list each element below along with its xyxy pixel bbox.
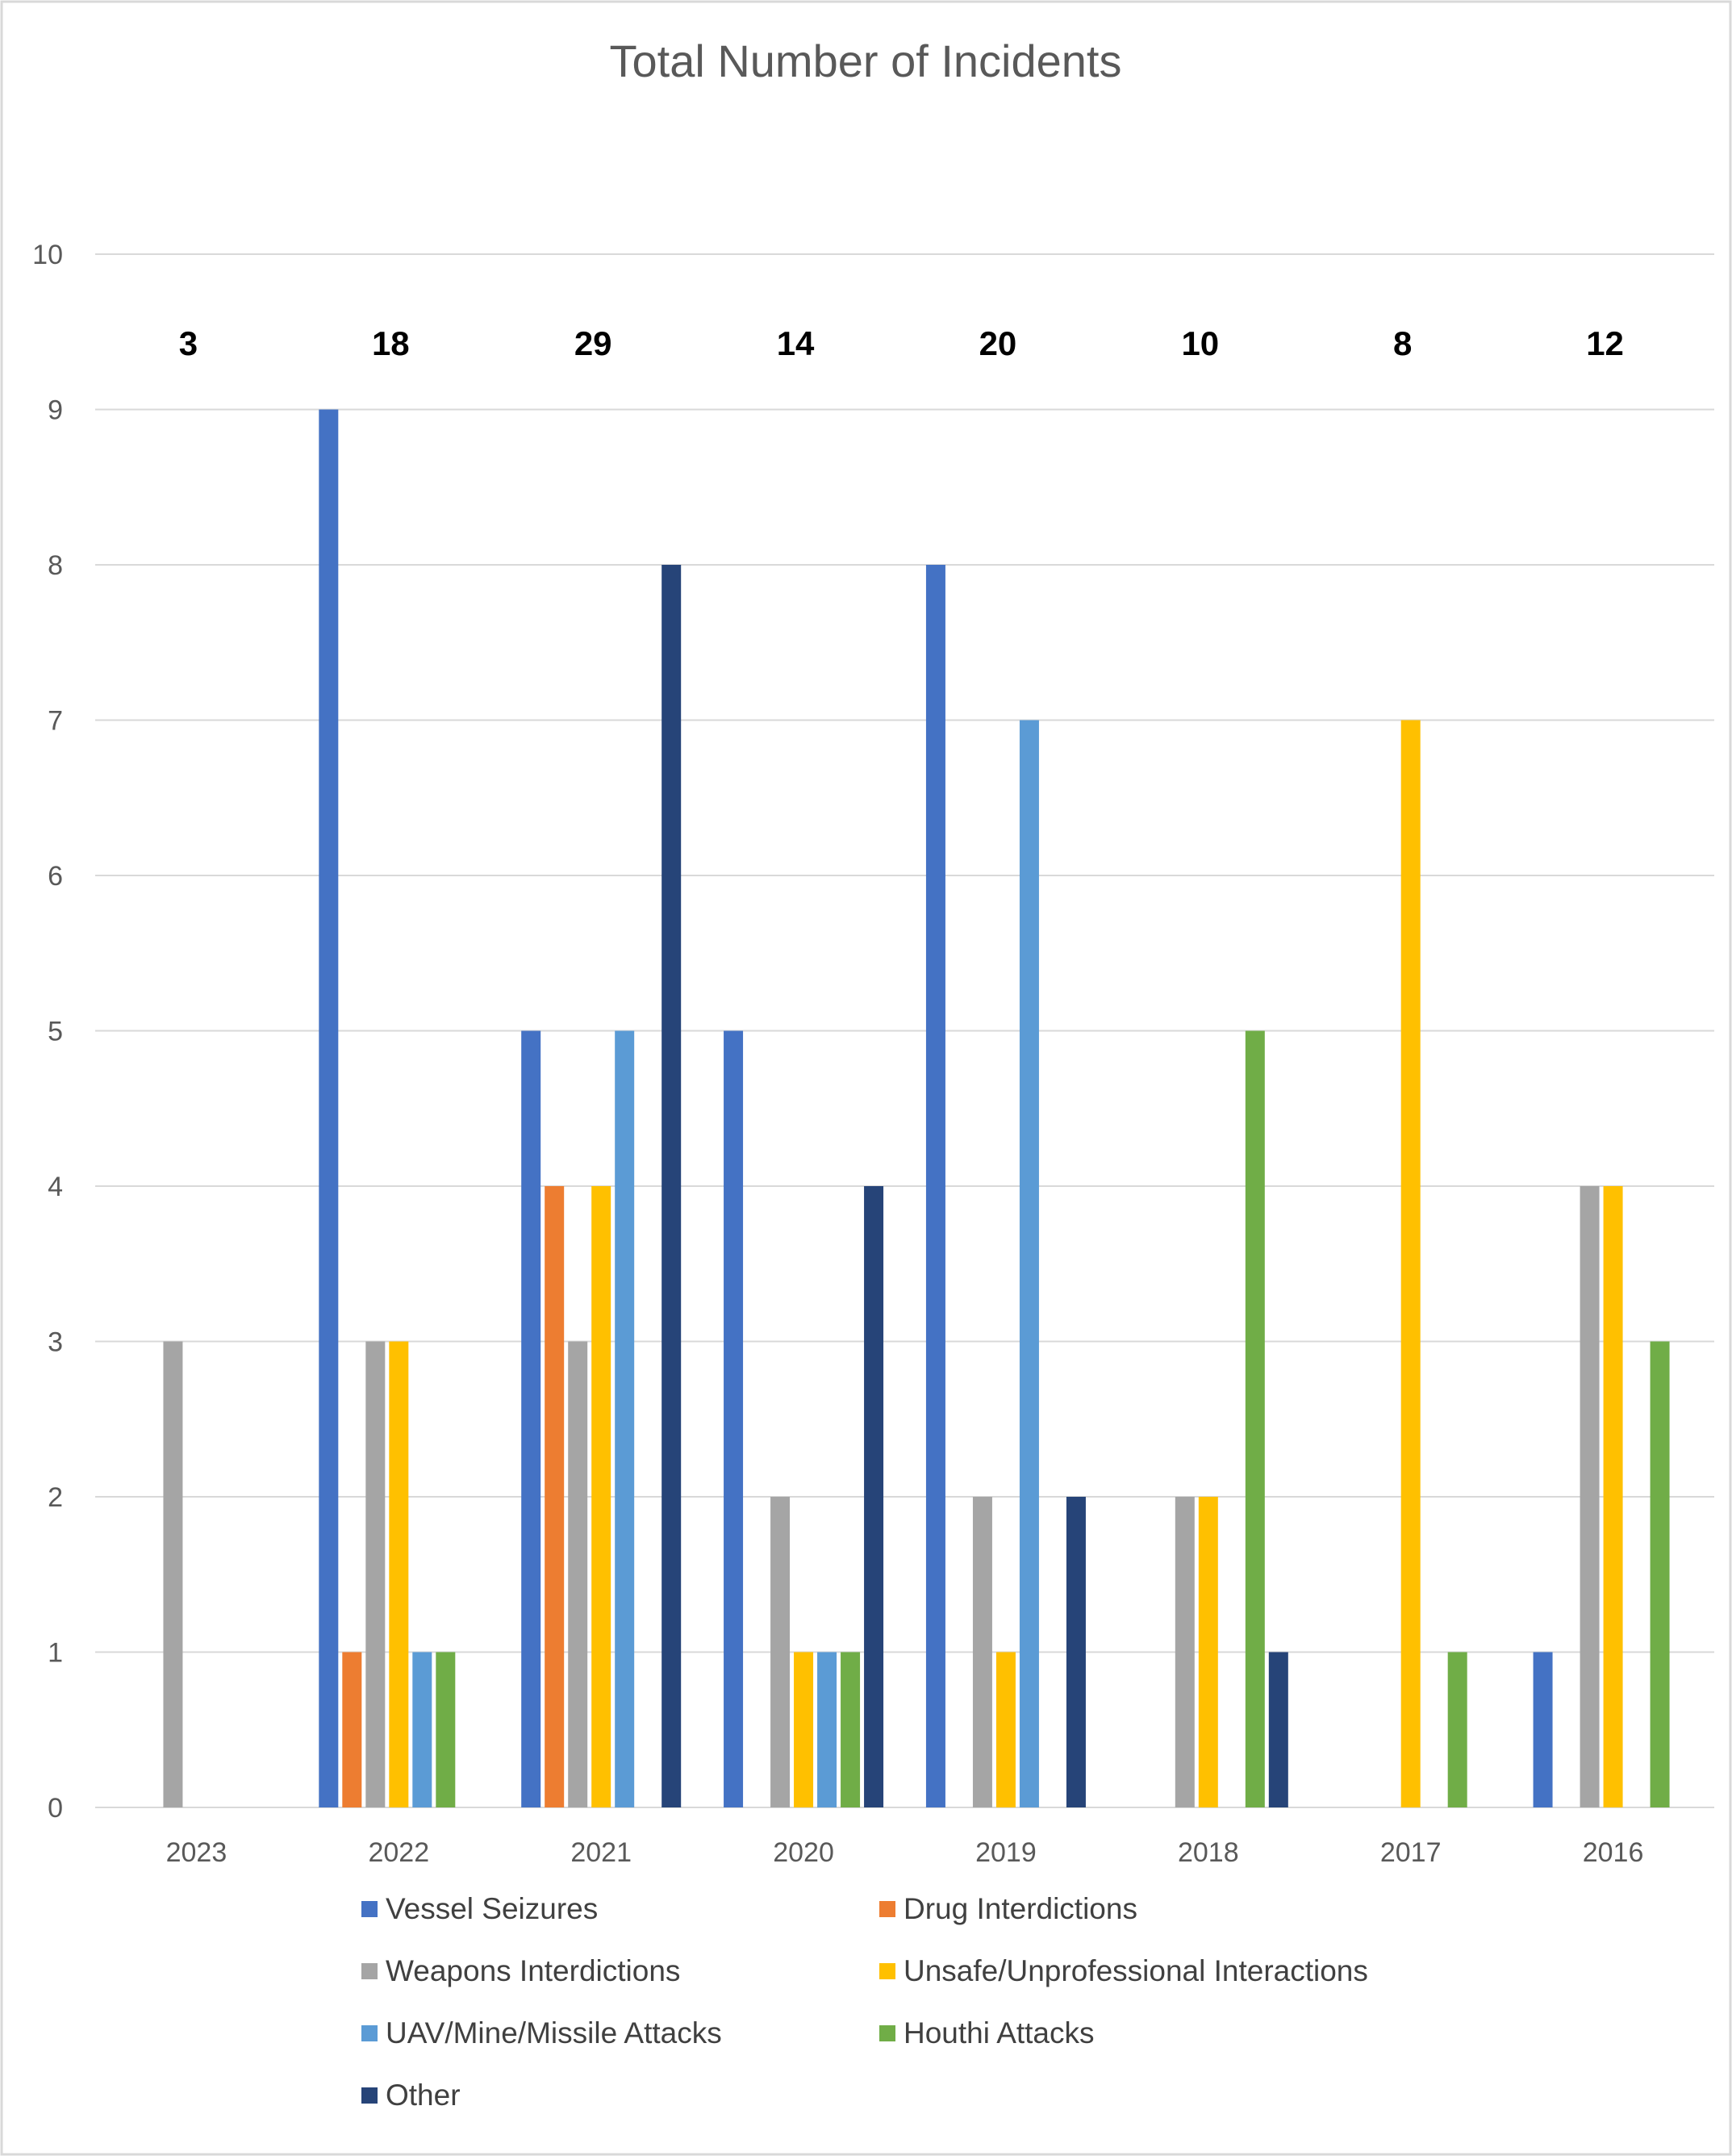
y-tick-label: 6 bbox=[48, 861, 63, 892]
x-tick-label: 2018 bbox=[1178, 1837, 1239, 1868]
bar bbox=[342, 1652, 362, 1807]
bar bbox=[1198, 1497, 1218, 1807]
category-total-label: 20 bbox=[979, 324, 1017, 362]
bar bbox=[521, 1030, 541, 1807]
legend-swatch bbox=[879, 1901, 895, 1917]
legend-label: Vessel Seizures bbox=[386, 1892, 598, 1925]
bar bbox=[925, 565, 945, 1807]
bar bbox=[568, 1341, 588, 1807]
legend-label: Other bbox=[386, 2079, 461, 2112]
category-total-label: 29 bbox=[574, 324, 612, 362]
bars bbox=[163, 409, 1670, 1807]
bar bbox=[661, 565, 682, 1807]
legend: Vessel Seizures Drug Interdictions Weapons… bbox=[361, 1892, 1368, 2112]
x-tick-label: 2022 bbox=[368, 1837, 429, 1868]
bar bbox=[319, 409, 339, 1807]
bar bbox=[1400, 720, 1421, 1807]
legend-swatch bbox=[361, 1963, 378, 1979]
bar bbox=[770, 1497, 791, 1807]
y-tick-label: 8 bbox=[48, 550, 63, 581]
bar bbox=[841, 1652, 861, 1807]
y-tick-label: 0 bbox=[48, 1793, 63, 1824]
bar bbox=[1245, 1030, 1265, 1807]
gridlines bbox=[95, 253, 1714, 1808]
bar bbox=[1066, 1497, 1086, 1807]
bar bbox=[1603, 1186, 1623, 1807]
bar bbox=[1019, 720, 1039, 1807]
legend-swatch bbox=[879, 2025, 895, 2041]
category-total-label: 12 bbox=[1586, 324, 1624, 362]
bar bbox=[1650, 1341, 1670, 1807]
legend-swatch bbox=[361, 2025, 378, 2041]
legend-label: Drug Interdictions bbox=[904, 1892, 1137, 1925]
category-total-label: 8 bbox=[1393, 324, 1412, 362]
legend-label: Weapons Interdictions bbox=[386, 1954, 680, 1987]
bar bbox=[1175, 1497, 1195, 1807]
y-tick-label: 7 bbox=[48, 706, 63, 737]
bar bbox=[864, 1186, 884, 1807]
legend-label: Houthi Attacks bbox=[904, 2016, 1095, 2049]
legend-swatch bbox=[361, 2087, 378, 2104]
x-tick-label: 2021 bbox=[570, 1837, 632, 1868]
bar bbox=[972, 1497, 992, 1807]
x-tick-label: 2016 bbox=[1583, 1837, 1644, 1868]
legend-swatch bbox=[361, 1901, 378, 1917]
bar bbox=[1580, 1186, 1600, 1807]
category-total-label: 18 bbox=[372, 324, 410, 362]
bar bbox=[1533, 1652, 1553, 1807]
bar bbox=[995, 1652, 1016, 1807]
bar bbox=[365, 1341, 386, 1807]
x-tick-label: 2020 bbox=[773, 1837, 834, 1868]
category-totals: 3 18 29 14 20 10 8 12 bbox=[179, 324, 1624, 362]
category-total-label: 3 bbox=[179, 324, 198, 362]
y-tick-label: 5 bbox=[48, 1017, 63, 1047]
bar bbox=[724, 1030, 744, 1807]
bar bbox=[412, 1652, 432, 1807]
bar bbox=[163, 1341, 183, 1807]
y-tick-label: 2 bbox=[48, 1482, 63, 1513]
bar bbox=[389, 1341, 409, 1807]
y-tick-label: 9 bbox=[48, 395, 63, 426]
y-tick-label: 4 bbox=[48, 1172, 63, 1202]
y-tick-label: 1 bbox=[48, 1638, 63, 1669]
y-axis-ticks: 0 1 2 3 4 5 6 7 8 9 10 bbox=[32, 240, 63, 1824]
bar bbox=[545, 1186, 565, 1807]
legend-swatch bbox=[879, 1963, 895, 1979]
x-tick-label: 2023 bbox=[166, 1837, 227, 1868]
category-total-label: 10 bbox=[1181, 324, 1219, 362]
y-tick-label: 10 bbox=[32, 240, 63, 270]
x-axis-ticks: 2023 2022 2021 2020 2019 2018 2017 2016 bbox=[166, 1837, 1644, 1868]
bar bbox=[817, 1652, 837, 1807]
bar bbox=[1447, 1652, 1467, 1807]
legend-label: UAV/Mine/Missile Attacks bbox=[386, 2016, 722, 2049]
x-tick-label: 2019 bbox=[975, 1837, 1037, 1868]
bar bbox=[1268, 1652, 1288, 1807]
bar bbox=[794, 1652, 814, 1807]
legend-label: Unsafe/Unprofessional Interactions bbox=[904, 1954, 1368, 1987]
y-tick-label: 3 bbox=[48, 1327, 63, 1358]
bar bbox=[615, 1030, 635, 1807]
category-total-label: 14 bbox=[777, 324, 815, 362]
chart-title: Total Number of Incidents bbox=[610, 36, 1122, 86]
bar bbox=[436, 1652, 456, 1807]
bar bbox=[591, 1186, 611, 1807]
x-tick-label: 2017 bbox=[1380, 1837, 1442, 1868]
